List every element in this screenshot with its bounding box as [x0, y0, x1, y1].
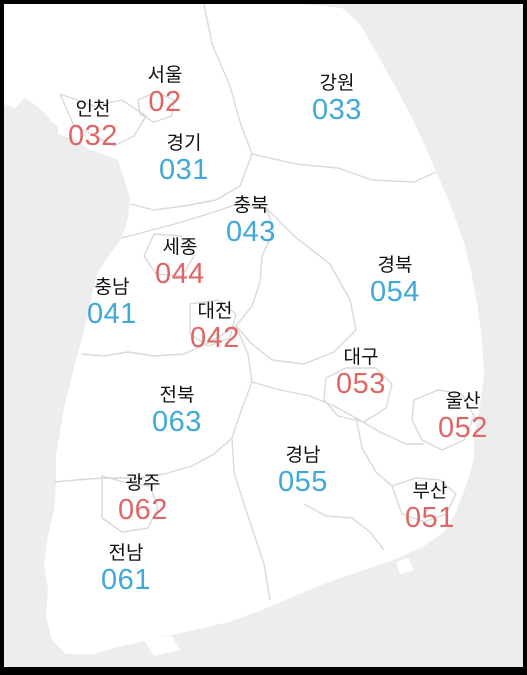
region-name: 경남 — [285, 444, 321, 466]
region-name: 부산 — [412, 480, 448, 502]
region-chungbuk: 충북 043 — [226, 194, 276, 248]
region-name: 경북 — [377, 254, 413, 276]
area-code: 031 — [159, 154, 209, 186]
region-daejeon: 대전 042 — [190, 300, 240, 354]
region-gyeonggi: 경기 031 — [159, 132, 209, 186]
region-name: 전남 — [108, 542, 144, 564]
area-code: 032 — [68, 120, 118, 152]
region-name: 대구 — [343, 346, 379, 368]
area-code: 052 — [438, 412, 488, 444]
region-name: 충남 — [94, 276, 130, 298]
region-gwangju: 광주 062 — [118, 472, 168, 526]
region-ulsan: 울산 052 — [438, 390, 488, 444]
region-seoul: 서울 02 — [148, 64, 183, 118]
area-code: 033 — [312, 94, 362, 126]
area-code: 061 — [101, 564, 151, 596]
area-code: 051 — [405, 502, 455, 534]
region-gyeongnam: 경남 055 — [278, 444, 328, 498]
region-name: 울산 — [445, 390, 481, 412]
region-busan: 부산 051 — [405, 480, 455, 534]
area-code: 053 — [336, 368, 386, 400]
island-shape — [58, 122, 72, 138]
area-code: 042 — [190, 322, 240, 354]
area-code: 055 — [278, 466, 328, 498]
region-sejong: 세종 044 — [155, 236, 205, 290]
region-name: 강원 — [319, 72, 355, 94]
region-name: 대전 — [197, 300, 233, 322]
region-gyeongbuk: 경북 054 — [370, 254, 420, 308]
region-name: 전북 — [159, 384, 195, 406]
island-shape — [144, 636, 180, 656]
island-shape — [4, 78, 26, 108]
area-code: 044 — [155, 258, 205, 290]
area-code: 062 — [118, 494, 168, 526]
mainland-shape — [4, 4, 484, 654]
region-name: 인천 — [75, 98, 111, 120]
island-shape — [104, 602, 122, 620]
area-code: 054 — [370, 276, 420, 308]
island-shape — [396, 558, 414, 574]
province-borders — [53, 4, 475, 601]
region-name: 경기 — [166, 132, 202, 154]
region-name: 세종 — [162, 236, 198, 258]
area-code: 043 — [226, 216, 276, 248]
region-name: 충북 — [233, 194, 269, 216]
region-jeonnam: 전남 061 — [101, 542, 151, 596]
area-code: 063 — [152, 406, 202, 438]
area-code: 02 — [148, 86, 182, 118]
map-frame: 서울 02 인천 032 경기 031 강원 033 충북 043 세종 044… — [4, 4, 523, 667]
region-chungnam: 충남 041 — [87, 276, 137, 330]
region-name: 광주 — [125, 472, 161, 494]
region-daegu: 대구 053 — [336, 346, 386, 400]
korea-map — [4, 4, 484, 656]
area-code: 041 — [87, 298, 137, 330]
region-jeonbuk: 전북 063 — [152, 384, 202, 438]
region-incheon: 인천 032 — [68, 98, 118, 152]
region-gangwon: 강원 033 — [312, 72, 362, 126]
region-name: 서울 — [147, 64, 183, 86]
